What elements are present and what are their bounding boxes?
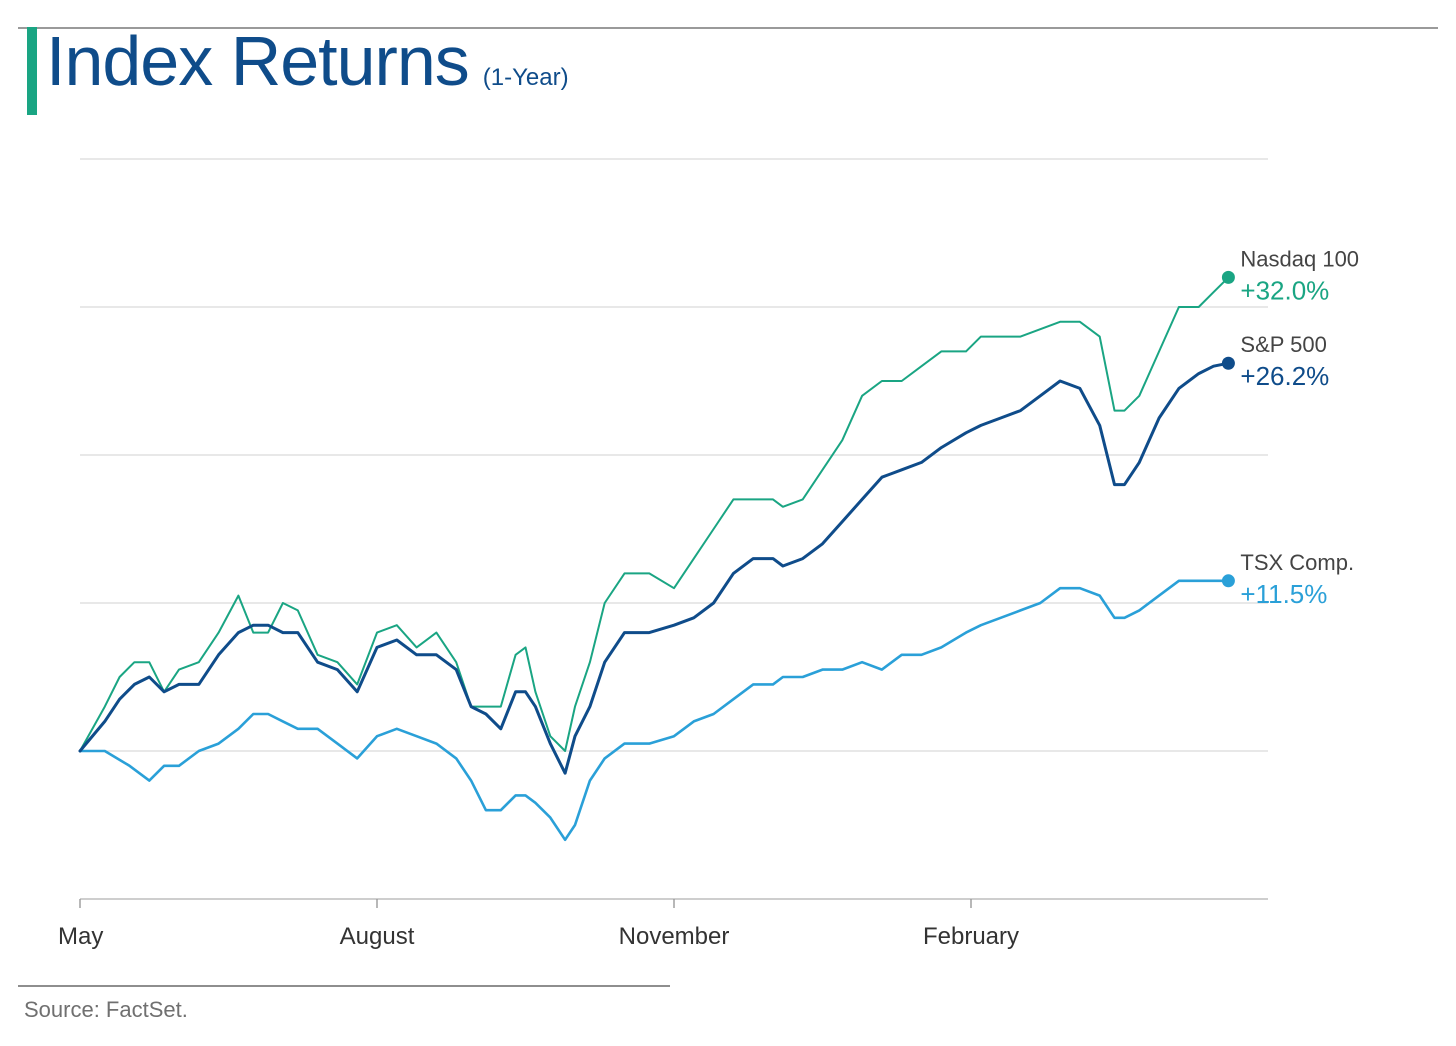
end-marker-tsx-comp — [1221, 574, 1235, 588]
source-note: Source: FactSet. — [24, 997, 188, 1022]
x-tick-label-may: May — [58, 923, 103, 950]
series-value-tsx-comp: +11.5% — [1240, 579, 1327, 609]
series-name-tsx-comp: TSX Comp. — [1240, 550, 1354, 575]
chart-title: Index Returns — [46, 22, 470, 100]
title-block: Index Returns (1-Year) — [46, 26, 569, 96]
series-value-nasdaq-100: +32.0% — [1240, 275, 1329, 305]
end-marker-nasdaq-100 — [1221, 270, 1235, 284]
end-marker-s-p-500 — [1221, 356, 1235, 370]
x-tick-label-november: November — [619, 923, 730, 950]
series-line-nasdaq-100 — [79, 276, 1230, 752]
title-accent-bar — [27, 27, 37, 115]
top-rule — [18, 27, 1438, 29]
source-rule — [18, 985, 670, 987]
series-line-s-p-500 — [78, 361, 1230, 775]
chart-subtitle: (1-Year) — [482, 64, 569, 91]
x-tick-label-february: February — [923, 923, 1019, 950]
x-tick-label-august: August — [340, 923, 415, 950]
series-line-tsx-comp — [78, 579, 1230, 842]
series-name-nasdaq-100: Nasdaq 100 — [1240, 246, 1359, 271]
series-value-s-p-500: +26.2% — [1240, 361, 1329, 391]
series-name-s-p-500: S&P 500 — [1240, 332, 1326, 357]
